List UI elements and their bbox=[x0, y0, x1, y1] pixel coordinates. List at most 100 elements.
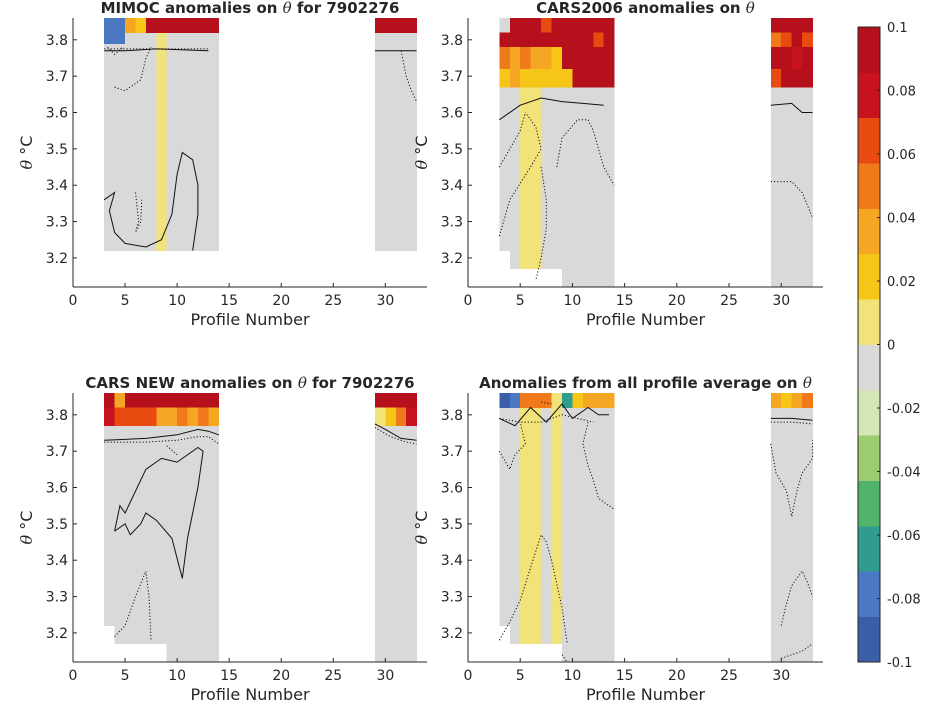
heatmap-column bbox=[208, 393, 220, 662]
panel-title-suffix: for 7902276 bbox=[292, 0, 400, 17]
heatmap-cell bbox=[530, 68, 542, 88]
contour-negative bbox=[498, 421, 526, 471]
x-tick-label: 10 bbox=[168, 668, 186, 684]
y-tick-label: 3.2 bbox=[46, 626, 68, 642]
heatmap-cell bbox=[561, 68, 573, 88]
heatmap-column bbox=[114, 393, 126, 645]
y-tick-label: 3.5 bbox=[46, 517, 68, 533]
y-axis-label-unit: °C bbox=[412, 511, 431, 535]
colorbar-tick-label: -0.02 bbox=[887, 402, 921, 417]
heatmap-cell bbox=[135, 407, 147, 427]
heatmap-column bbox=[572, 18, 584, 287]
y-tick-label: 3.7 bbox=[441, 444, 463, 460]
colorbar-segment bbox=[858, 571, 880, 618]
colorbar-tick-label: 0.1 bbox=[887, 21, 908, 36]
heatmap-cell bbox=[541, 47, 552, 70]
heatmap-column bbox=[395, 32, 407, 252]
heatmap-cell bbox=[593, 68, 605, 88]
colorbar-segment bbox=[858, 208, 880, 255]
heatmap-column bbox=[582, 18, 594, 287]
y-tick-label: 3.8 bbox=[46, 408, 68, 424]
heatmap-column bbox=[509, 18, 521, 270]
heatmap-cell bbox=[781, 47, 793, 70]
heatmap-cell bbox=[499, 32, 511, 48]
heatmap-cell bbox=[770, 47, 782, 70]
heatmap-cell bbox=[520, 18, 532, 48]
heatmap-cell bbox=[156, 18, 168, 33]
heatmap-cell bbox=[561, 393, 573, 408]
heatmap-column bbox=[802, 393, 813, 662]
heatmap-column bbox=[603, 393, 615, 662]
heatmap-cell bbox=[770, 32, 782, 48]
contour-negative bbox=[498, 112, 526, 168]
contour-positive bbox=[104, 428, 219, 441]
heatmap-column bbox=[125, 32, 136, 252]
contour-negative bbox=[770, 181, 814, 219]
y-axis-label-symbol: θ bbox=[17, 159, 36, 169]
heatmap-cells bbox=[499, 18, 813, 287]
heatmap-column bbox=[385, 393, 397, 662]
heatmap-cell bbox=[406, 18, 417, 33]
heatmap-cell bbox=[781, 68, 793, 88]
x-tick-label: 0 bbox=[464, 668, 473, 684]
heatmap-column bbox=[551, 393, 563, 645]
heatmap-cell bbox=[395, 18, 407, 33]
heatmap-column bbox=[177, 32, 188, 252]
heatmap-column bbox=[177, 393, 188, 662]
heatmap-column bbox=[791, 393, 803, 662]
heatmap-cell bbox=[187, 18, 199, 33]
panel-title-symbol: θ bbox=[746, 0, 755, 17]
heatmap-column bbox=[104, 393, 116, 627]
colorbar-segment bbox=[858, 525, 880, 572]
heatmap-cell bbox=[603, 18, 615, 48]
heatmap-cell bbox=[520, 393, 532, 408]
panel-title: MIMOC anomalies on θ for 7902276 bbox=[101, 0, 400, 17]
colorbar-segment bbox=[858, 253, 880, 300]
heatmap-column bbox=[791, 18, 803, 287]
heatmap-cell bbox=[593, 18, 605, 33]
heatmap-cell bbox=[802, 393, 813, 408]
contour-negative bbox=[104, 436, 220, 445]
heatmap-cell bbox=[177, 393, 188, 408]
x-tick-label: 0 bbox=[69, 293, 78, 309]
heatmap-cell bbox=[208, 393, 220, 408]
x-tick-label: 30 bbox=[772, 668, 790, 684]
colorbar-segment bbox=[858, 435, 880, 481]
contour-negative bbox=[781, 643, 813, 659]
heatmap-cell bbox=[520, 68, 532, 88]
contour-positive bbox=[499, 97, 604, 121]
x-tick-label: 5 bbox=[516, 668, 525, 684]
heatmap-column bbox=[125, 393, 136, 645]
contour-negative bbox=[780, 570, 814, 626]
contour-negative bbox=[135, 192, 143, 233]
heatmap-cell bbox=[374, 393, 386, 408]
heatmap-cell bbox=[530, 393, 542, 408]
heatmap-cell bbox=[572, 68, 584, 88]
x-tick-label: 0 bbox=[69, 668, 78, 684]
heatmap-cell bbox=[541, 68, 552, 88]
x-tick-label: 10 bbox=[168, 293, 186, 309]
heatmap-cell bbox=[509, 68, 521, 88]
heatmap-cell bbox=[603, 68, 615, 88]
heatmap-cell bbox=[530, 18, 542, 48]
panel-title: CARS2006 anomalies on θ bbox=[536, 0, 755, 17]
colorbar-segment bbox=[858, 299, 880, 345]
contour-negative bbox=[114, 46, 152, 92]
contour-negative bbox=[166, 445, 178, 456]
contour-negative bbox=[114, 569, 152, 641]
contour-positive bbox=[114, 446, 204, 579]
heatmap-column bbox=[561, 18, 573, 287]
y-tick-label: 3.5 bbox=[46, 142, 68, 158]
heatmap-column bbox=[374, 32, 386, 252]
heatmap-cell bbox=[374, 407, 386, 427]
x-tick-label: 20 bbox=[272, 668, 290, 684]
y-axis-label-symbol: θ bbox=[412, 534, 431, 544]
heatmap-column bbox=[499, 18, 511, 252]
heatmap-cell bbox=[770, 18, 782, 33]
y-axis-label: θ °C bbox=[412, 511, 431, 545]
y-tick-label: 3.4 bbox=[441, 178, 463, 194]
panel-title: Anomalies from all profile average on θ bbox=[479, 374, 812, 392]
panel-title-text: Anomalies from all profile average on bbox=[479, 374, 803, 392]
heatmap-cell bbox=[104, 407, 116, 427]
